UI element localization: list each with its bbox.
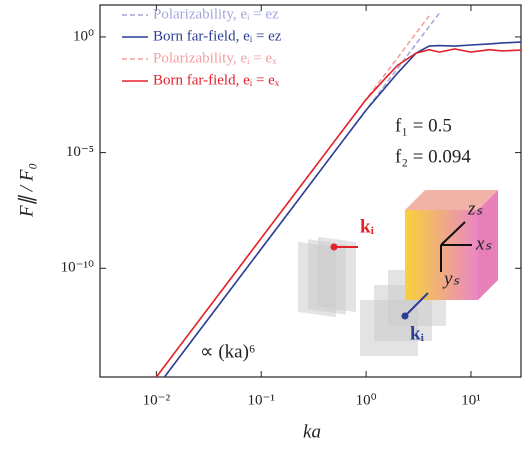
annotation: zₛ (467, 198, 483, 219)
diagram (298, 190, 498, 356)
annotation: xₛ (475, 233, 492, 254)
annotation: f₁ = 0.5 (395, 115, 452, 136)
x-axis-label: ka (303, 421, 321, 442)
x-tick-label: 10⁻¹ (248, 392, 275, 408)
y-axis-label: F∥ / F₀ (16, 163, 37, 218)
legend-label: Polarizability, eᵢ = eₓ (153, 50, 277, 66)
legend-label: Born far-field, eᵢ = ez (153, 28, 282, 44)
legend-label: Polarizability, eᵢ = ez (153, 6, 279, 22)
annotation: f₂ = 0.094 (395, 146, 471, 167)
x-tick-label: 10¹ (461, 392, 481, 408)
y-tick-label: 10⁻¹⁰ (61, 260, 94, 276)
series-line (163, 41, 521, 377)
annotation: kᵢ (360, 216, 375, 237)
x-tick-label: 10⁻² (143, 392, 171, 408)
y-tick-label: 10⁰ (73, 28, 94, 44)
annotation: kᵢ (410, 323, 425, 344)
series-line (155, 48, 521, 377)
annotation: ∝ (ka)⁶ (200, 341, 256, 362)
legend-label: Born far-field, eᵢ = eₓ (153, 72, 280, 88)
x-tick-label: 10⁰ (356, 392, 377, 408)
y-tick-label: 10⁻⁵ (66, 144, 94, 160)
plot-frame (99, 4, 522, 378)
plot-area (155, 12, 521, 377)
annotation: yₛ (442, 268, 460, 289)
